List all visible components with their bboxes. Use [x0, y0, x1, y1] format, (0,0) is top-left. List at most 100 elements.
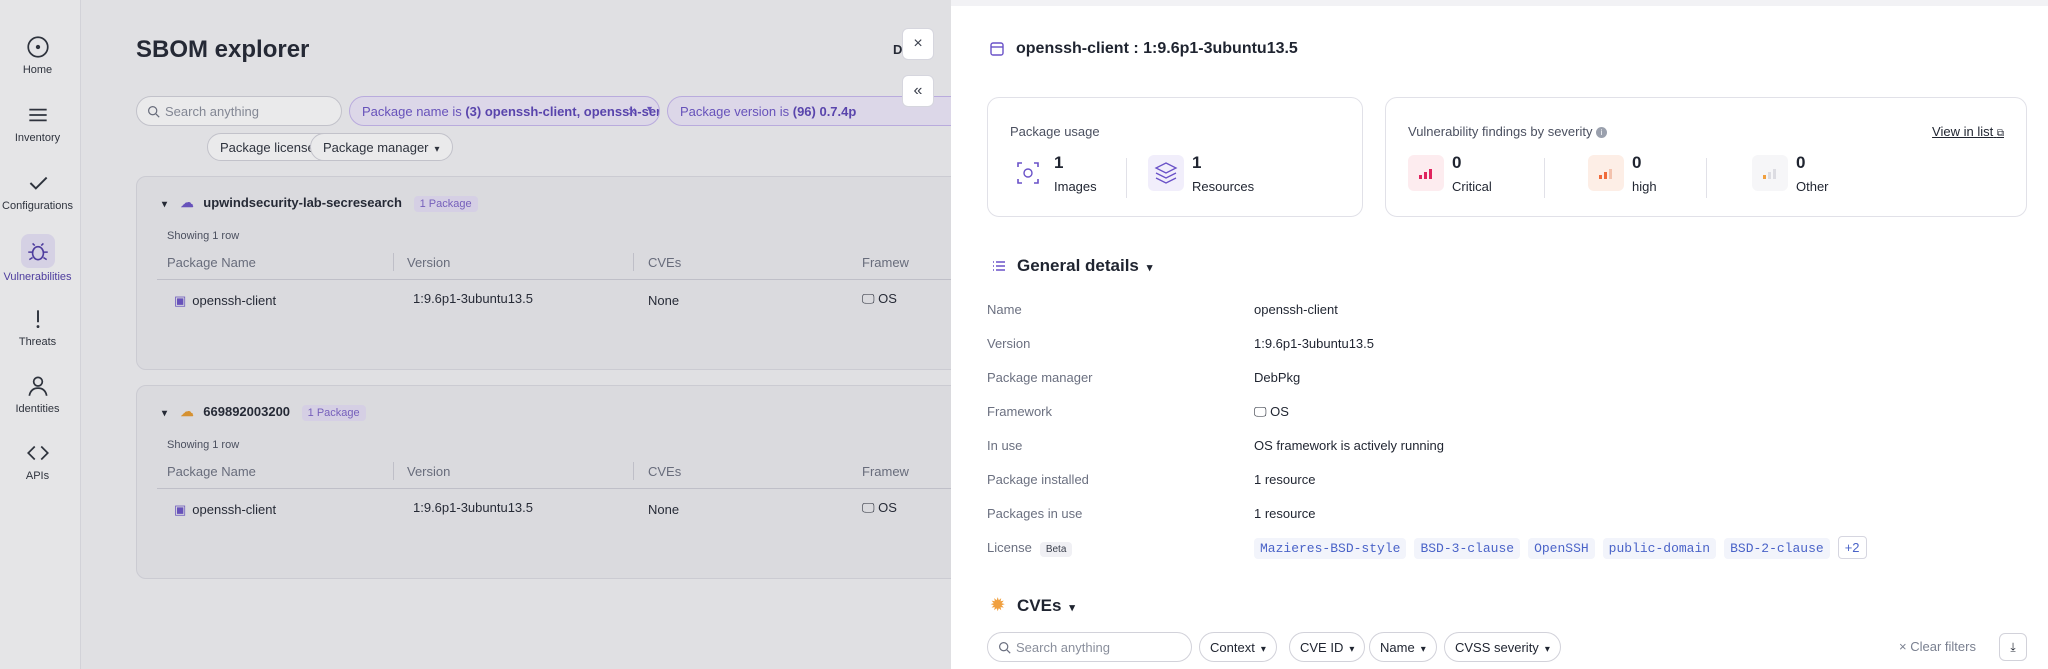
filter-cve-id[interactable]: CVE ID ▾ [1289, 632, 1366, 662]
column-header-cves[interactable]: CVEs [648, 464, 682, 479]
cell-package-name: openssh-client [192, 293, 277, 308]
filter-package-manager[interactable]: Package manager ▾ [310, 133, 453, 161]
collapse-panel-button[interactable]: « [902, 75, 934, 107]
filter-cvss-severity[interactable]: CVSS severity ▾ [1444, 632, 1561, 662]
detail-value-version: 1:9.6p1-3ubuntu13.5 [1254, 336, 1374, 351]
resources-count: 1 [1192, 153, 1202, 172]
download-button[interactable]: ⤓ [1999, 633, 2027, 661]
framework-value: OS [878, 500, 897, 515]
chevron-down-icon[interactable]: ▾ [162, 199, 168, 210]
cve-search-input[interactable]: Search anything [987, 632, 1192, 662]
column-divider [393, 253, 394, 271]
chevron-down-icon[interactable]: ▾ [162, 408, 168, 419]
sidebar-item-apis[interactable]: APIs [0, 440, 75, 482]
sidebar-item-vulnerabilities[interactable]: Vulnerabilities [0, 234, 75, 283]
filter-chip-package-name[interactable]: Package name is (3) openssh-client, open… [349, 96, 660, 126]
column-header-cves[interactable]: CVEs [648, 255, 682, 270]
main-content: SBOM explorer Da Search anything Package… [81, 0, 997, 669]
info-icon[interactable]: i [1596, 127, 1608, 139]
clear-filters-button[interactable]: × Clear filters [1899, 639, 1976, 654]
sidebar-item-inventory[interactable]: Inventory [0, 102, 75, 144]
images-label: Images [1054, 179, 1097, 194]
filter-cve-id-label: CVE ID [1300, 640, 1344, 655]
detail-key-name: Name [987, 302, 1022, 317]
close-icon: × [1899, 639, 1907, 654]
table-row[interactable]: ▣ openssh-client [174, 293, 276, 309]
critical-severity-icon [1408, 155, 1444, 191]
beta-badge: Beta [1039, 542, 1073, 557]
detail-value-name: openssh-client [1254, 302, 1338, 317]
critical-label: Critical [1452, 179, 1492, 194]
package-usage-label: Package usage [1010, 124, 1100, 139]
sidebar-label-home: Home [22, 64, 53, 76]
cell-version: 1:9.6p1-3ubuntu13.5 [413, 291, 533, 306]
bug-icon: ✹ [991, 597, 1005, 614]
sidebar-item-home[interactable]: Home [0, 34, 75, 76]
more-licenses-button[interactable]: +2 [1837, 536, 1867, 559]
sidebar-item-identities[interactable]: Identities [0, 373, 75, 415]
detail-key-in-use: In use [987, 438, 1023, 453]
detail-key-package-manager: Package manager [987, 370, 1093, 385]
chevron-down-icon[interactable]: ▾ [647, 104, 653, 115]
chevron-down-icon: ▾ [1420, 644, 1426, 655]
filter-name[interactable]: Name ▾ [1369, 632, 1437, 662]
column-header-framework[interactable]: Framew [862, 255, 909, 270]
cves-header[interactable]: ✹ CVEs ▾ [991, 596, 1075, 616]
panel-title-text: openssh-client : 1:9.6p1-3ubuntu13.5 [1016, 40, 1298, 57]
modal-overlay[interactable] [0, 0, 951, 669]
detail-value-package-installed[interactable]: 1 resource [1254, 472, 1316, 487]
column-header-framework[interactable]: Framew [862, 464, 909, 479]
package-icon: ▣ [174, 293, 187, 308]
stat-divider [1544, 158, 1545, 198]
detail-value-package-manager: DebPkg [1254, 370, 1301, 385]
group-header[interactable]: ▾ ☁ 669892003200 1 Package [162, 404, 366, 421]
cell-framework: 🖵 OS [862, 500, 897, 516]
detail-key-packages-in-use: Packages in use [987, 506, 1083, 521]
inventory-icon [28, 108, 47, 122]
close-panel-button[interactable]: × [902, 28, 934, 60]
vulnerability-findings-card: Vulnerability findings by severity i Vie… [1385, 97, 2027, 217]
column-header-version[interactable]: Version [407, 464, 451, 479]
license-tag: Mazieres-BSD-style [1254, 538, 1407, 559]
license-tag: BSD-2-clause [1724, 538, 1830, 559]
cell-cves: None [648, 502, 680, 517]
sidebar-item-threats[interactable]: Threats [0, 306, 75, 348]
cell-framework: 🖵 OS [862, 291, 897, 307]
filter-name-prefix: Package name is [362, 104, 466, 119]
detail-value-packages-in-use[interactable]: 1 resource [1254, 506, 1316, 521]
column-header-name[interactable]: Package Name [167, 464, 256, 479]
monitor-icon: 🖵 [1254, 404, 1267, 419]
filter-context[interactable]: Context ▾ [1199, 632, 1277, 662]
chevron-down-icon: ▾ [1544, 644, 1550, 655]
column-header-name[interactable]: Package Name [167, 255, 256, 270]
row-count: Showing 1 row [167, 439, 240, 451]
search-input[interactable]: Search anything [136, 96, 342, 126]
user-icon [27, 376, 48, 396]
table-row[interactable]: ▣ openssh-client [174, 502, 276, 518]
general-details-header[interactable]: General details ▾ [993, 256, 1152, 276]
view-in-list-link[interactable]: View in list ⧉ [1932, 124, 2004, 139]
framework-text: OS [1270, 404, 1289, 419]
sidebar-item-configurations[interactable]: Configurations [0, 170, 75, 212]
cve-search-placeholder: Search anything [1016, 640, 1110, 655]
chevron-down-icon: ▾ [1069, 602, 1075, 614]
filter-name-value: (3) openssh-client, openssh-server, ope.… [465, 104, 660, 119]
image-scan-icon [1017, 162, 1039, 184]
clear-filter-icon[interactable]: × [628, 103, 637, 119]
chevron-down-icon: ▾ [1349, 644, 1355, 655]
home-icon [26, 36, 49, 58]
cell-cves: None [648, 293, 680, 308]
column-header-version[interactable]: Version [407, 255, 451, 270]
vulnerability-findings-label: Vulnerability findings by severity i [1408, 124, 1608, 139]
general-details-title: General details [1017, 256, 1139, 275]
detail-key-version: Version [987, 336, 1031, 351]
package-icon [990, 42, 1004, 56]
sidebar-label-vulnerabilities: Vulnerabilities [3, 271, 72, 283]
download-icon: ⤓ [2010, 640, 2016, 654]
group-header[interactable]: ▾ ☁ upwindsecurity-lab-secresearch 1 Pac… [162, 195, 478, 212]
package-group-card: ▾ ☁ 669892003200 1 Package Showing 1 row… [136, 385, 997, 579]
column-divider [393, 462, 394, 480]
critical-count: 0 [1452, 153, 1462, 172]
license-tag: OpenSSH [1528, 538, 1595, 559]
layers-icon [1148, 155, 1184, 191]
